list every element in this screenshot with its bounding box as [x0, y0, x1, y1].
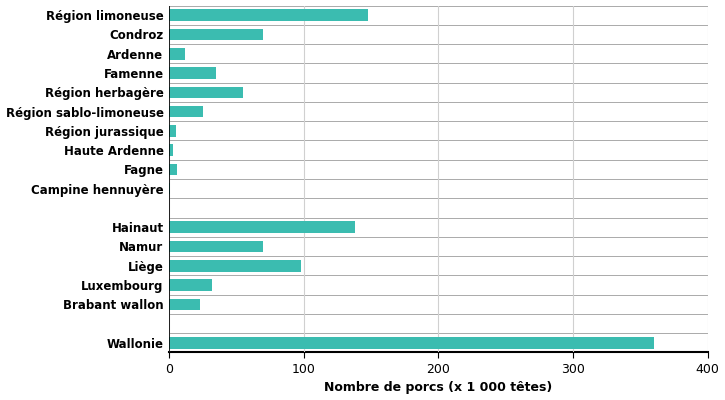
Bar: [169, 279, 212, 291]
Bar: [169, 10, 368, 21]
Bar: [169, 67, 216, 79]
Bar: [169, 337, 654, 349]
Bar: [169, 125, 176, 137]
Bar: [169, 48, 186, 60]
Bar: [169, 298, 200, 310]
Bar: [169, 86, 243, 98]
Bar: [169, 144, 173, 156]
Bar: [169, 106, 203, 117]
X-axis label: Nombre de porcs (x 1 000 têtes): Nombre de porcs (x 1 000 têtes): [324, 382, 552, 394]
Bar: [169, 241, 263, 252]
Bar: [169, 164, 177, 175]
Bar: [169, 260, 301, 272]
Bar: [169, 222, 355, 233]
Bar: [169, 29, 263, 40]
Bar: [169, 183, 170, 194]
